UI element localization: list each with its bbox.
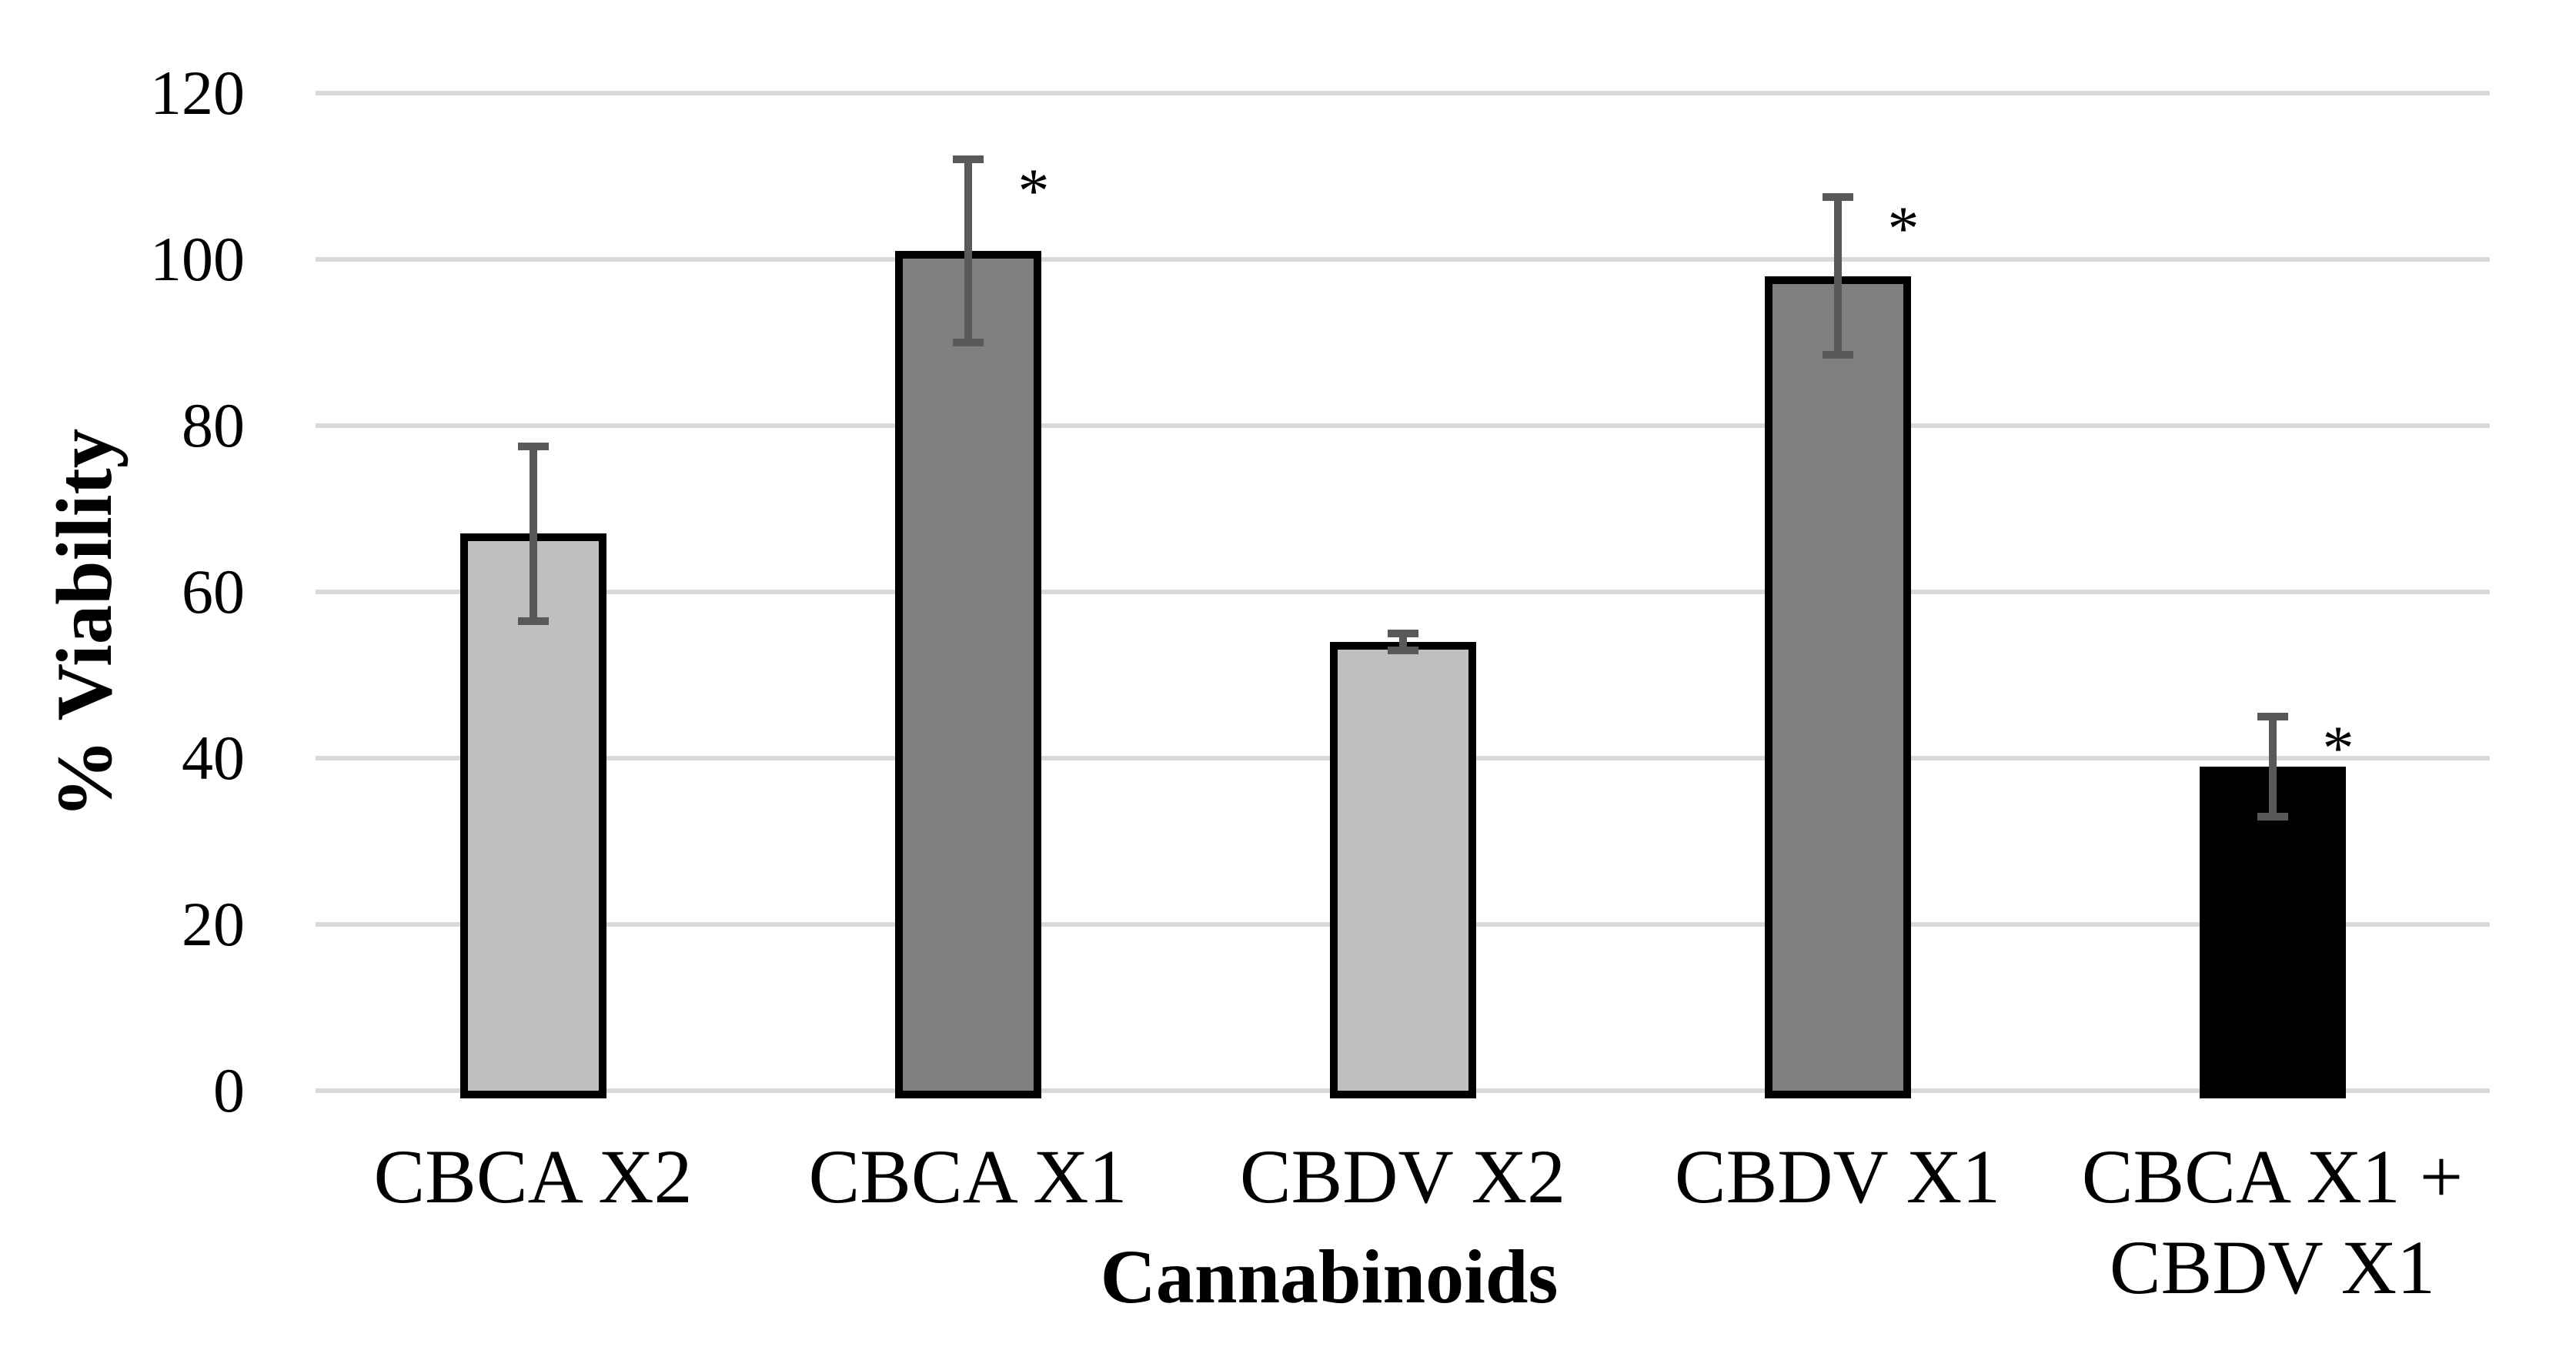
y-tick-label: 0 xyxy=(213,1055,245,1125)
error-bar-cbdv-x1 xyxy=(1833,197,1842,356)
error-bar-cap-top xyxy=(1822,193,1853,201)
x-tick-label-cbca-x1: CBCA X1 xyxy=(808,1134,1128,1219)
error-bar-cbca-x1-cbdv-x1 xyxy=(2268,717,2277,817)
error-bar-cap-bottom xyxy=(1822,351,1853,359)
significance-asterisk: * xyxy=(1887,193,1919,263)
error-bar-cap-bottom xyxy=(2257,812,2288,821)
plot-area: * * * xyxy=(316,91,2490,1098)
significance-asterisk: * xyxy=(2322,713,2354,783)
y-tick-label: 100 xyxy=(150,224,245,294)
y-tick-label: 40 xyxy=(182,723,245,793)
y-tick-label: 60 xyxy=(182,557,245,627)
error-bar-cap-top xyxy=(1387,630,1418,637)
error-bar-cap-top xyxy=(2257,713,2288,720)
x-axis-title: Cannabinoids xyxy=(1100,1234,1559,1319)
y-tick-label: 20 xyxy=(182,889,245,959)
bar-cbdv-x1 xyxy=(1764,276,1911,1098)
gridline-y-120 xyxy=(316,91,2490,95)
x-tick-label-cbdv-x1: CBDV X1 xyxy=(1674,1134,2001,1219)
error-bar-cap-bottom xyxy=(517,617,549,625)
error-bar-cbca-x1 xyxy=(964,159,972,343)
significance-asterisk: * xyxy=(1017,155,1050,226)
bar-cbdv-x2 xyxy=(1329,641,1476,1098)
error-bar-cap-top xyxy=(517,443,549,450)
bar-cbca-x1-cbdv-x1 xyxy=(2199,766,2346,1098)
bar-cbca-x2 xyxy=(459,533,606,1098)
error-bar-cap-bottom xyxy=(1387,646,1418,654)
error-bar-cbca-x2 xyxy=(529,446,537,621)
x-tick-label-cbca-x1-cbdv-x1: CBCA X1 + CBDV X1 xyxy=(2081,1134,2464,1310)
gridline-y-100 xyxy=(316,257,2490,262)
error-bar-cap-bottom xyxy=(952,339,984,346)
gridline-y-80 xyxy=(316,423,2490,428)
y-tick-label: 80 xyxy=(182,390,245,460)
bar-cbca-x1 xyxy=(894,251,1041,1098)
x-tick-label-cbdv-x2: CBDV X2 xyxy=(1239,1134,1566,1219)
y-tick-label: 120 xyxy=(150,58,245,128)
y-axis-tick-labels: 0 20 40 60 80 100 120 xyxy=(0,0,245,1347)
gridline-y-60 xyxy=(316,590,2490,594)
error-bar-cap-top xyxy=(952,155,984,164)
error-bar-cbdv-x2 xyxy=(1398,633,1407,650)
x-tick-label-cbca-x2: CBCA X2 xyxy=(373,1134,693,1219)
